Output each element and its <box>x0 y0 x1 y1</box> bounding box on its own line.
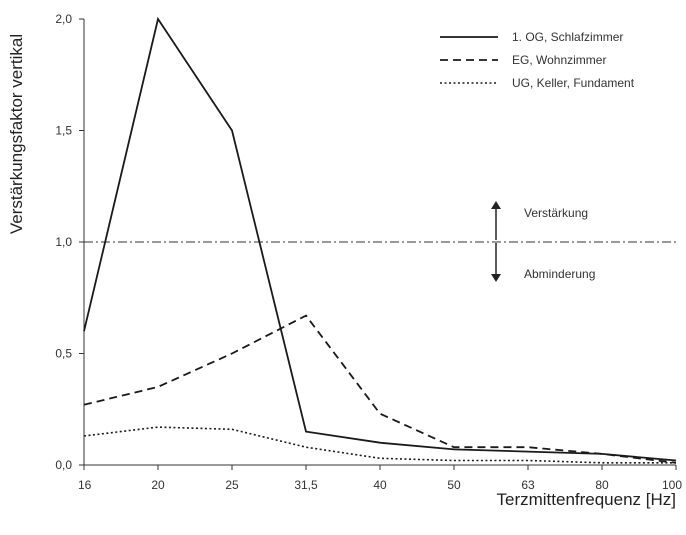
y-axis-title: Verstärkungsfaktor vertikal <box>7 34 26 234</box>
x-tick-label: 31,5 <box>294 478 318 492</box>
y-tick-label: 2,0 <box>55 12 72 26</box>
legend: 1. OG, Schlafzimmer EG, Wohnzimmer UG, Kel… <box>440 30 635 90</box>
legend-label: 1. OG, Schlafzimmer <box>512 30 623 44</box>
series-line-1 <box>83 16 677 462</box>
legend-label: UG, Keller, Fundament <box>512 76 635 90</box>
y-tick-label: 1,5 <box>55 124 72 138</box>
x-tick-label: 25 <box>225 478 239 492</box>
x-tick-label: 80 <box>595 478 609 492</box>
x-tick-label: 20 <box>151 478 165 492</box>
series-line-2 <box>83 314 677 464</box>
annotation-down-label: Abminderung <box>524 267 595 281</box>
x-tick-label: 40 <box>373 478 387 492</box>
y-tick-label: 0,0 <box>55 458 72 472</box>
x-axis-title: Terzmittenfrequenz [Hz] <box>496 490 676 509</box>
x-tick-label: 16 <box>78 478 92 492</box>
legend-label: EG, Wohnzimmer <box>512 53 606 67</box>
y-tick-label: 0,5 <box>55 347 72 361</box>
x-tick-label: 63 <box>521 478 535 492</box>
axes: 0,0 0,5 1,0 1,5 2,0 16 20 25 31,5 40 50 63 80 100 <box>55 12 682 492</box>
reference-annotation: Verstärkung Abminderung <box>491 201 595 282</box>
y-tick-label: 1,0 <box>55 235 72 249</box>
annotation-up-label: Verstärkung <box>524 206 588 220</box>
series-group <box>83 16 677 464</box>
series-line-3 <box>83 426 676 464</box>
x-tick-label: 50 <box>447 478 461 492</box>
x-tick-label: 100 <box>662 478 682 492</box>
